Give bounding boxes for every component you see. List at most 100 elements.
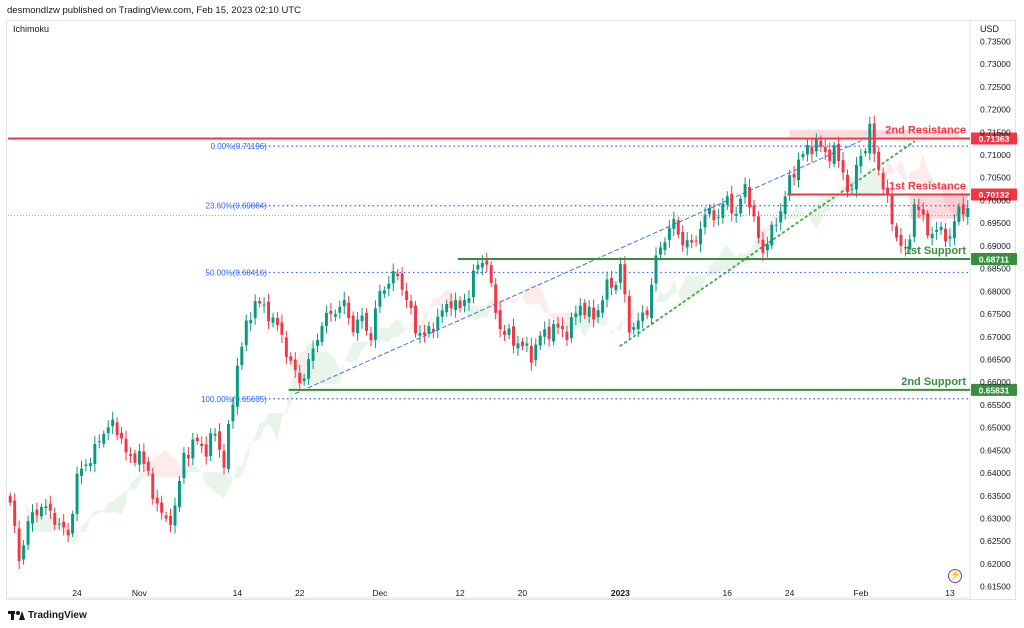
ichimoku-cloud-segment <box>428 298 434 310</box>
candle-body <box>859 155 863 167</box>
candle-body <box>445 304 449 313</box>
candle-body <box>8 495 12 503</box>
candle-body <box>685 240 689 248</box>
ichimoku-cloud-segment <box>228 472 233 489</box>
time-tick-label-6: 20 <box>518 588 528 598</box>
candle-body <box>151 473 155 499</box>
ichimoku-cloud-segment <box>936 186 942 191</box>
candle-body <box>195 437 199 442</box>
ichimoku-cloud-segment <box>549 312 554 321</box>
ichimoku-cloud-segment <box>28 508 33 532</box>
candle-body <box>819 140 823 147</box>
ichimoku-cloud-segment <box>607 322 612 335</box>
ichimoku-cloud-segment <box>437 294 443 306</box>
price-tick-label-18: 0.64500 <box>980 445 1011 455</box>
candle-body <box>939 226 943 230</box>
candle-body <box>743 184 747 198</box>
ichimoku-cloud-segment <box>397 318 403 337</box>
ichimoku-cloud-segment <box>424 309 429 328</box>
time-tick-label-2: 14 <box>233 588 243 598</box>
ichimoku-cloud-segment <box>914 168 919 187</box>
ichimoku-cloud-segment <box>317 344 322 385</box>
ichimoku-cloud-segment <box>281 408 287 419</box>
candle-body <box>890 194 894 225</box>
candle-body <box>471 270 475 298</box>
candle-body <box>886 187 890 195</box>
candle-body <box>703 214 707 228</box>
candle-body <box>854 164 858 190</box>
candle-body <box>667 228 671 240</box>
price-tick-label-17: 0.65000 <box>980 423 1011 433</box>
candle-body <box>258 301 262 304</box>
candle-body <box>231 404 235 422</box>
candle-body <box>307 359 311 379</box>
ichimoku-cloud-segment <box>584 312 590 338</box>
candle-body <box>578 305 582 316</box>
candle-body <box>658 247 662 255</box>
ichimoku-cloud-segment <box>869 167 875 196</box>
time-tick-label-1: Nov <box>132 588 148 598</box>
level-price-tag-1 <box>971 188 1017 201</box>
candle-body <box>846 174 849 192</box>
ichimoku-cloud-segment <box>477 305 483 321</box>
candle-body <box>930 233 934 239</box>
price-tick-label-0: 0.73500 <box>980 36 1011 46</box>
candle-body <box>369 333 373 341</box>
level-price-tag-0 <box>971 132 1017 145</box>
candle-body <box>837 143 841 161</box>
candle-body <box>935 229 939 232</box>
time-tick-label-5: 12 <box>455 588 465 598</box>
candle-body <box>422 332 426 335</box>
candle-body <box>44 506 48 509</box>
ichimoku-cloud-segment <box>246 443 251 465</box>
fib-level-label-1: 23.60%(0.69884) <box>206 202 268 211</box>
ichimoku-cloud-segment <box>687 275 692 302</box>
candle-body <box>142 451 146 465</box>
indicator-label[interactable]: Ichimoku <box>13 24 50 34</box>
ichimoku-cloud-segment <box>905 172 910 182</box>
candle-body <box>311 348 315 361</box>
level-price-tag-3 <box>971 383 1017 396</box>
candle-body <box>160 502 164 513</box>
fib-level-label-0: 0.00%(0.71196) <box>211 142 268 151</box>
candle-body <box>707 207 711 215</box>
ichimoku-cloud-segment <box>517 298 523 300</box>
ichimoku-cloud-segment <box>829 195 835 211</box>
candle-body <box>120 432 124 439</box>
candle-body <box>400 273 404 290</box>
candle-body <box>699 229 703 245</box>
ichimoku-cloud-segment <box>874 171 879 196</box>
ichimoku-cloud-segment <box>175 458 180 478</box>
price-tick-label-16: 0.65500 <box>980 400 1011 410</box>
ichimoku-cloud-segment <box>63 517 69 532</box>
ichimoku-cloud-segment <box>932 178 937 188</box>
lightning-icon[interactable]: ⚡ <box>948 569 962 583</box>
candle-body <box>324 313 328 326</box>
ichimoku-cloud-segment <box>798 201 803 219</box>
candle-body <box>792 173 796 178</box>
ichimoku-cloud-segment <box>892 167 897 175</box>
candle-body <box>730 193 734 214</box>
ichimoku-cloud-segment <box>682 275 688 309</box>
candle-body <box>298 372 302 384</box>
ichimoku-cloud-segment <box>259 422 265 440</box>
ichimoku-cloud-segment <box>540 284 545 313</box>
ichimoku-cloud-segment <box>709 261 714 276</box>
ichimoku-cloud-segment <box>210 472 216 493</box>
tradingview-logo[interactable]: TradingView <box>8 610 87 621</box>
candle-body <box>480 262 484 268</box>
candle-body <box>26 521 30 545</box>
ichimoku-cloud-segment <box>72 531 78 547</box>
ichimoku-cloud-segment <box>99 509 104 513</box>
candle-body <box>712 210 716 221</box>
ichimoku-cloud-segment <box>749 243 754 262</box>
candle-body <box>97 441 101 443</box>
ichimoku-cloud-segment <box>201 471 207 486</box>
candle-body <box>614 284 618 291</box>
ichimoku-cloud-segment <box>250 435 256 446</box>
ichimoku-cloud-segment <box>785 215 790 219</box>
candle-body <box>84 464 88 466</box>
candle-body <box>627 296 631 333</box>
candle-body <box>418 333 422 336</box>
